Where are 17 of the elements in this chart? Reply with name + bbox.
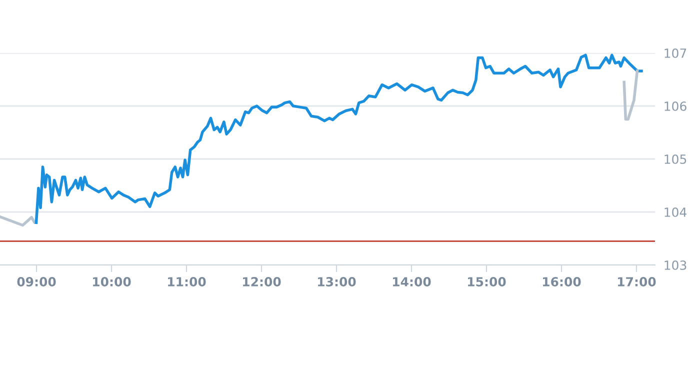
y-tick-label: 105 — [664, 154, 686, 164]
x-tick-label: 16:00 — [543, 277, 581, 286]
line-series — [622, 70, 639, 121]
line-series — [34, 54, 643, 224]
x-tick-label: 15:00 — [468, 277, 506, 286]
line-series — [0, 215, 38, 227]
y-tick-label: 106 — [664, 101, 686, 111]
x-tick-label: 14:00 — [393, 277, 431, 286]
y-tick-label: 103 — [664, 260, 686, 270]
x-tick-label: 10:00 — [93, 277, 131, 286]
y-tick-label: 107 — [664, 48, 686, 58]
x-tick-label: 11:00 — [168, 277, 206, 286]
y-tick-label: 104 — [664, 207, 686, 217]
x-tick-label: 13:00 — [318, 277, 356, 286]
x-tick-label: 09:00 — [17, 277, 56, 286]
x-tick-label: 17:00 — [618, 277, 656, 286]
x-tick-label: 12:00 — [243, 277, 281, 286]
